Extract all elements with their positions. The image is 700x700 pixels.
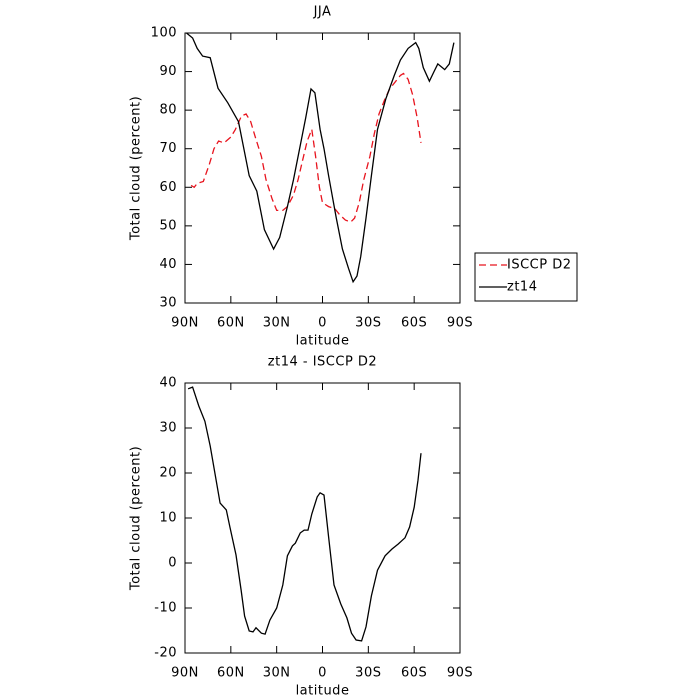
y-tick-label: 20: [159, 466, 177, 481]
y-tick-label: 30: [159, 296, 177, 311]
x-tick-label: 30N: [263, 666, 291, 681]
plot-frame: [184, 32, 461, 304]
chart-panel: zt14 - ISCCP D2 latitude Total cloud (perc…: [129, 355, 473, 699]
data-line: [186, 32, 455, 284]
x-tick-label: 30S: [355, 316, 381, 331]
x-tick-label: 0: [318, 666, 327, 681]
legend-label: ISCCP D2: [507, 258, 572, 273]
y-tick-label: 100: [151, 26, 177, 41]
x-tick-label: 60N: [217, 666, 245, 681]
plot-frame: [184, 382, 461, 654]
y-axis-label: Total cloud (percent): [129, 96, 144, 241]
y-tick-label: 40: [159, 257, 177, 272]
x-axis-label: latitude: [296, 334, 350, 349]
x-tick-label: 60S: [401, 316, 427, 331]
data-line: [190, 72, 422, 223]
x-tick-label: 90S: [447, 316, 473, 331]
x-tick-label: 30N: [263, 316, 291, 331]
x-tick-label: 90N: [171, 316, 199, 331]
y-tick-label: 90: [159, 64, 177, 79]
legend-box: [474, 252, 578, 302]
y-tick-label: 40: [159, 376, 177, 391]
x-tick-label: 90N: [171, 666, 199, 681]
y-tick-label: 10: [159, 511, 177, 526]
y-tick-label: 80: [159, 103, 177, 118]
y-tick-label: 50: [159, 218, 177, 233]
y-tick-label: -10: [154, 601, 177, 616]
chart-panel: JJA latitude Total cloud (percent) 90N 60N 30…: [129, 5, 578, 349]
legend-label: zt14: [507, 280, 537, 295]
x-tick-label: 30S: [355, 666, 381, 681]
y-tick-label: 0: [168, 556, 177, 571]
y-tick-label: 70: [159, 141, 177, 156]
y-tick-label: 30: [159, 421, 177, 436]
data-line: [187, 386, 422, 642]
x-tick-label: 60N: [217, 316, 245, 331]
chart-title: JJA: [313, 5, 332, 20]
y-axis-label: Total cloud (percent): [129, 446, 144, 591]
x-tick-label: 60S: [401, 666, 427, 681]
y-tick-label: -20: [154, 646, 177, 661]
x-axis-label: latitude: [296, 684, 350, 699]
x-tick-label: 90S: [447, 666, 473, 681]
x-tick-label: 0: [318, 316, 327, 331]
chart-title: zt14 - ISCCP D2: [268, 355, 377, 370]
y-tick-label: 60: [159, 180, 177, 195]
